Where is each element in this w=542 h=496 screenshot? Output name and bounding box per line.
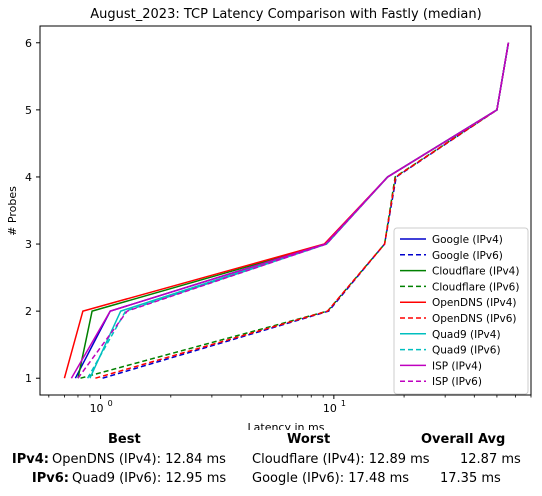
legend-box — [393, 227, 529, 395]
x-tick-label: 10 — [90, 402, 104, 415]
summary-row-ipv6-label: IPv6: — [31, 471, 69, 486]
legend-label: Google (IPv4) — [432, 234, 503, 246]
summary-header-overall: Overall Avg — [421, 432, 506, 447]
summary-row-ipv4-best: OpenDNS (IPv4): 12.84 ms — [52, 452, 226, 467]
legend-label: Quad9 (IPv6) — [432, 345, 501, 357]
legend: Google (IPv4) Google (IPv6) Cloudflare (IP… — [393, 227, 529, 395]
y-tick-label: 2 — [25, 305, 32, 318]
y-axis-label: # Probes — [6, 186, 19, 236]
summary-row-ipv4-worst: Cloudflare (IPv4): 12.89 ms — [252, 452, 430, 467]
legend-label: ISP (IPv4) — [432, 360, 482, 372]
series-line-9 — [77, 42, 510, 379]
summary-row-ipv6-best: Quad9 (IPv6): 12.95 ms — [72, 471, 227, 486]
legend-label: Cloudflare (IPv4) — [432, 266, 519, 278]
legend-label: Google (IPv6) — [432, 250, 503, 262]
summary-row-ipv4-label: IPv4: — [11, 452, 49, 467]
y-tick-label: 4 — [25, 171, 32, 184]
plot-area — [39, 25, 532, 396]
latency-chart: August_2023: TCP Latency Comparison with… — [6, 7, 532, 430]
legend-label: OpenDNS (IPv6) — [432, 313, 517, 325]
legend-label: Cloudflare (IPv6) — [432, 281, 519, 293]
summary-header-worst: Worst — [287, 432, 331, 447]
y-tick-label: 6 — [25, 37, 32, 50]
y-tick-label: 5 — [25, 104, 32, 117]
x-tick-exponent: 1 — [341, 399, 346, 408]
x-tick-label: 10 — [323, 402, 337, 415]
legend-label: OpenDNS (IPv4) — [432, 297, 517, 309]
summary-header-best: Best — [108, 432, 141, 447]
chart-title: August_2023: TCP Latency Comparison with… — [90, 7, 481, 22]
legend-label: Quad9 (IPv4) — [432, 329, 501, 341]
summary-row-ipv6-worst: Google (IPv6): 17.48 ms — [252, 471, 410, 486]
legend-label: ISP (IPv6) — [432, 376, 482, 388]
x-axis-label: Latency in ms — [248, 421, 325, 430]
summary-row-ipv6-overall: 17.35 ms — [440, 471, 501, 486]
x-tick-exponent: 0 — [108, 399, 113, 408]
series-line-7 — [86, 42, 510, 379]
y-tick-label: 3 — [25, 238, 32, 251]
summary-row-ipv4-overall: 12.87 ms — [460, 452, 521, 467]
y-tick-label: 1 — [25, 372, 32, 385]
